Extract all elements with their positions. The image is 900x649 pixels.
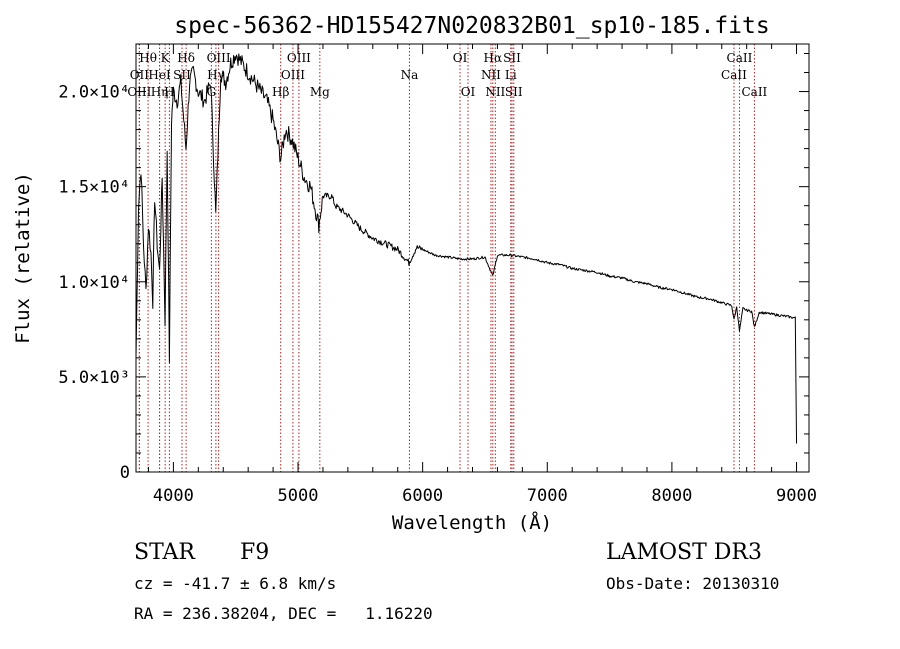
survey-name: LAMOST DR3 (606, 540, 762, 565)
line-label-0: Hθ (139, 51, 157, 65)
spectrum-line (135, 53, 798, 444)
x-tick-label-4000: 4000 (153, 486, 194, 506)
line-label-24: SII (505, 85, 523, 99)
line-label-26: CaII (721, 68, 747, 82)
line-label-1: OII (130, 68, 150, 82)
observation-date: Obs-Date: 20130310 (606, 574, 780, 593)
line-label-9: OIII (207, 51, 231, 65)
line-label-15: Mg (310, 85, 330, 99)
line-label-4: Hη (151, 85, 169, 99)
axis-ticks: 4000 5000 6000 7000 8000 9000 0 5.0×10³ 1.0×10⁴ 1… (58, 44, 817, 506)
spectrum-curve (135, 53, 798, 444)
object-class: STAR (134, 540, 195, 565)
line-label-18: OI (461, 85, 476, 99)
line-labels: Hθ OII OIII K Hη HeI H SII Hδ OIII Hγ G OIII OIII Hβ Mg… (127, 51, 767, 99)
line-label-23: Li (505, 68, 517, 82)
line-label-12: OIII (287, 51, 311, 65)
chart-title: spec-56362-HD155427N020832B01_sp10-185.f… (174, 13, 769, 39)
line-label-20: NII (481, 68, 501, 82)
line-label-25: CaII (727, 51, 753, 65)
y-tick-label-0: 0 (120, 463, 130, 483)
line-label-3: K (161, 51, 171, 65)
y-axis-label: Flux (relative) (12, 172, 34, 344)
redshift-velocity: cz = -41.7 ± 6.8 km/s (134, 574, 337, 593)
x-tick-label-9000: 9000 (776, 486, 817, 506)
line-label-21: NII (485, 85, 505, 99)
y-tick-label-20000: 2.0×10⁴ (58, 83, 130, 103)
object-subclass: F9 (240, 540, 270, 565)
x-tick-label-6000: 6000 (402, 486, 443, 506)
line-label-6: H (164, 85, 174, 99)
line-label-10: Hγ (207, 68, 225, 82)
line-label-22: SII (503, 51, 521, 65)
line-label-8: Hδ (177, 51, 195, 65)
line-label-2: OIII (127, 85, 151, 99)
x-tick-label-5000: 5000 (278, 486, 319, 506)
line-label-17: OI (453, 51, 468, 65)
x-tick-label-8000: 8000 (651, 486, 692, 506)
line-label-27: CaII (741, 85, 767, 99)
line-label-5: HeI (148, 68, 171, 82)
x-axis-label: Wavelength (Å) (392, 511, 552, 534)
x-tick-label-7000: 7000 (527, 486, 568, 506)
line-markers (138, 44, 755, 472)
line-label-13: OIII (281, 68, 305, 82)
plot-frame (135, 43, 810, 473)
y-tick-label-10000: 1.0×10⁴ (58, 273, 130, 293)
line-label-11: G (207, 85, 217, 99)
y-tick-label-5000: 5.0×10³ (58, 368, 130, 388)
line-label-19: Hα (484, 51, 503, 65)
sky-coordinates: RA = 236.38204, DEC = 1.16220 (134, 604, 433, 623)
line-label-16: Na (401, 68, 419, 82)
line-label-7: SII (173, 68, 191, 82)
y-tick-label-15000: 1.5×10⁴ (58, 178, 130, 198)
line-label-14: Hβ (272, 85, 289, 99)
